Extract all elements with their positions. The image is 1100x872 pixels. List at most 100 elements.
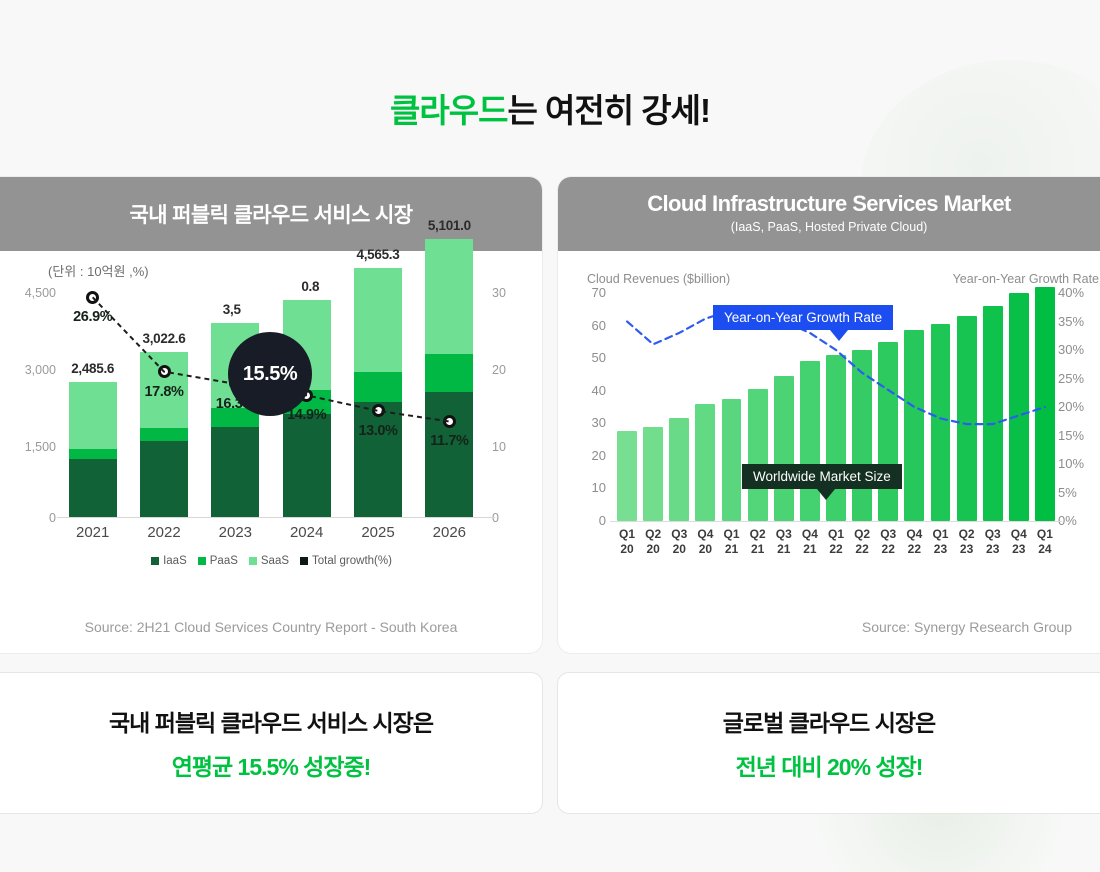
legend-swatch-icon [151, 557, 160, 565]
revenue-bar [1035, 286, 1055, 521]
page-title: 클라우드는 여전히 강세! [0, 84, 1100, 132]
y2-axis-tick-10pct: 10% [1058, 456, 1085, 471]
legend-label: SaaS [260, 555, 290, 567]
legend-swatch-icon [248, 557, 257, 565]
left-panel-header: 국내 퍼블릭 클라우드 서비스 시장 [0, 177, 542, 251]
bar-segment-saas [68, 381, 117, 449]
growth-rate-label: 13.0% [358, 422, 398, 439]
callout-pointer-icon [830, 330, 849, 341]
x-axis-label-2023: 2023 [218, 524, 253, 541]
growth-rate-callout: Year-on-Year Growth Rate [713, 305, 894, 341]
x-label-quarter: Q3 [775, 527, 792, 541]
page-title-highlight: 클라우드 [390, 92, 508, 129]
x-axis-label-Q221: Q2 21 [741, 527, 775, 557]
x-axis-label-Q323: Q3 23 [976, 527, 1010, 557]
left-chart-legend: IaaS PaaS SaaS Total growth(%) [0, 555, 542, 567]
x-axis-label-Q322: Q3 22 [871, 527, 905, 557]
left-chart-panel: 국내 퍼블릭 클라우드 서비스 시장 (단위 : 10억원 ,%) 4,500 … [0, 176, 543, 654]
global-cloud-market-chart: Cloud Revenues ($billion) Year-on-Year G… [558, 251, 1100, 653]
x-label-quarter: Q3 [984, 527, 1001, 541]
x-label-quarter: Q1 [1036, 527, 1053, 541]
growth-point-marker [371, 404, 385, 418]
x-label-quarter: Q4 [801, 527, 818, 541]
x-label-quarter: Q1 [932, 527, 949, 541]
x-label-year: 23 [959, 542, 974, 556]
legend-item-saas: SaaS [248, 555, 290, 567]
revenue-bar [852, 350, 873, 521]
legend-label: Total growth(%) [312, 555, 392, 567]
bar-segment-iaas [211, 426, 260, 517]
bar-segment-saas [354, 268, 402, 372]
y-axis-tick-40: 40 [591, 382, 606, 398]
legend-item-iaas: IaaS [151, 555, 187, 567]
legend-swatch-icon [197, 557, 206, 565]
x-axis-label-2024: 2024 [289, 524, 324, 541]
x-label-quarter: Q2 [958, 527, 975, 541]
x-axis-label-Q222: Q2 22 [845, 527, 879, 557]
x-label-year: 20 [672, 542, 686, 556]
x-label-quarter: Q2 [645, 527, 662, 541]
y-axis-tick-60: 60 [591, 317, 606, 333]
legend-label: IaaS [163, 555, 187, 567]
right-panel-subtitle: (IaaS, PaaS, Hosted Private Cloud) [730, 220, 928, 234]
revenues-axis-caption: Cloud Revenues ($billion) [587, 272, 731, 286]
x-axis-label-Q220: Q2 20 [636, 527, 670, 557]
y2-axis-tick-30pct: 30% [1058, 342, 1085, 357]
bar-segment-paas [354, 371, 402, 403]
x-axis-label-Q421: Q4 21 [793, 527, 827, 557]
x-label-year: 22 [855, 542, 869, 556]
bar-segment-saas [425, 239, 474, 354]
x-axis-label-2025: 2025 [361, 524, 395, 541]
y-axis-tick-0: 0 [598, 513, 606, 528]
bar-segment-iaas [140, 441, 188, 517]
x-axis-label-Q422: Q4 22 [897, 527, 931, 557]
x-axis-label-Q420: Q4 20 [688, 527, 722, 557]
bar-segment-paas [140, 427, 188, 442]
legend-item-paas: PaaS [197, 555, 238, 567]
left-chart-source: Source: 2H21 Cloud Services Country Repo… [84, 619, 458, 635]
y-axis-tick-0: 0 [49, 511, 56, 525]
x-label-quarter: Q4 [697, 527, 714, 541]
x-axis-label-2022: 2022 [147, 524, 181, 541]
revenue-bar [956, 315, 977, 521]
x-label-year: 20 [698, 542, 713, 556]
y2-axis-tick-25pct: 25% [1058, 370, 1085, 386]
x-axis-label-Q122: Q1 22 [819, 527, 853, 557]
stacked-bar [425, 239, 474, 517]
callout-pointer-icon [817, 489, 836, 500]
revenue-bar [878, 341, 899, 521]
bar-total-label: 4,565.3 [356, 247, 400, 263]
stacked-bar [68, 381, 117, 517]
market-size-callout-label: Worldwide Market Size [753, 469, 891, 484]
revenue-bar [904, 330, 925, 521]
revenue-bar [747, 389, 768, 521]
x-label-quarter: Q2 [854, 527, 871, 541]
y2-axis-tick-35pct: 35% [1058, 313, 1085, 329]
x-label-quarter: Q1 [827, 527, 844, 541]
x-label-year: 24 [1038, 542, 1052, 556]
stacked-bar [354, 268, 402, 517]
x-label-year: 20 [646, 542, 660, 556]
left-unit-note: (단위 : 10억원 ,%) [48, 264, 149, 279]
bar-segment-iaas [68, 458, 117, 517]
growth-rate-callout-label: Year-on-Year Growth Rate [724, 310, 883, 325]
bar-segment-iaas [425, 391, 474, 517]
y2-axis-tick-40pct: 40% [1058, 285, 1085, 300]
x-label-year: 22 [881, 542, 895, 556]
x-axis-label-Q423: Q4 23 [1002, 527, 1036, 557]
y-axis-tick-3000: 3,000 [24, 363, 56, 377]
x-axis-label-Q120: Q1 20 [610, 527, 644, 557]
x-axis-label-Q123: Q1 23 [923, 527, 957, 557]
x-label-year: 21 [777, 542, 791, 556]
korea-cloud-market-chart: 4,500 3,000 1,500 0 30 20 10 0 2,485.6 26… [0, 218, 542, 582]
revenue-bar [1008, 293, 1029, 521]
y2-axis-tick-30: 30 [492, 286, 506, 300]
x-label-quarter: Q1 [619, 527, 636, 541]
summary-card-domestic: 국내 퍼블릭 클라우드 서비스 시장은 연평균 15.5% 성장중! [0, 672, 543, 814]
x-label-year: 21 [803, 542, 817, 556]
x-label-quarter: Q2 [749, 527, 766, 541]
revenue-bar [669, 418, 690, 521]
x-label-quarter: Q4 [1010, 527, 1027, 541]
x-label-year: 21 [750, 542, 765, 556]
